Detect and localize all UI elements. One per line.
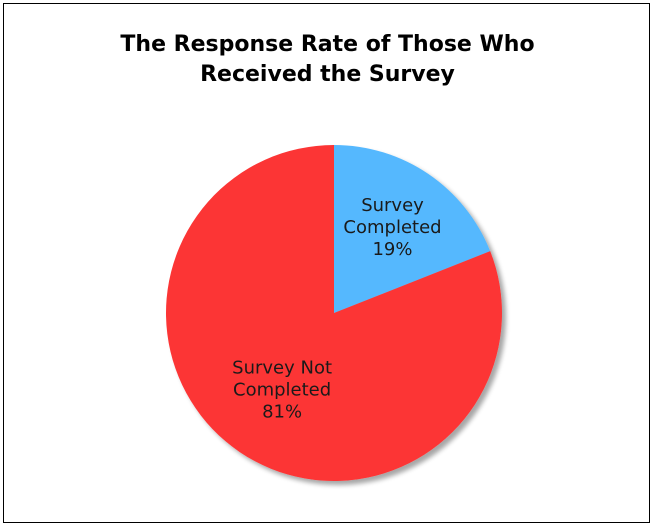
pie-slice-1-label-line-0: Survey Not <box>232 357 332 378</box>
pie-slice-1 <box>165 145 502 481</box>
pie-slice-0-label-line-0: Survey <box>361 195 424 216</box>
pie-slice-0 <box>334 145 491 313</box>
chart-title-line-2: Received the Survey <box>200 62 455 87</box>
pie-slice-0-label-line-2: 19% <box>372 239 412 260</box>
pie-slices <box>165 145 502 481</box>
pie-slice-1-label-line-1: Completed <box>233 379 331 400</box>
pie-slice-0-label-line-1: Completed <box>343 217 441 238</box>
pie-slice-1-label-line-2: 81% <box>262 401 302 422</box>
chart-title: The Response Rate of Those Who Received … <box>0 30 655 90</box>
chart-title-line-1: The Response Rate of Those Who <box>120 32 535 57</box>
